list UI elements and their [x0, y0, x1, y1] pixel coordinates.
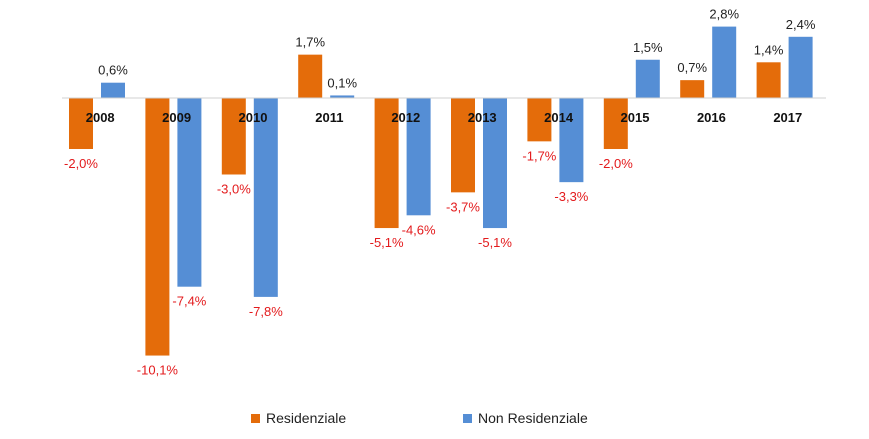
x-tick-label-2010: 2010	[239, 110, 268, 125]
bar-residenziale-2010	[221, 98, 246, 175]
x-tick-label-2016: 2016	[697, 110, 726, 125]
data-label-non-residenziale-2011: 0,1%	[327, 75, 357, 90]
bar-non-residenziale-2015	[635, 59, 660, 98]
legend-item-residenziale: Residenziale	[251, 410, 346, 426]
data-label-residenziale-2011: 1,7%	[295, 35, 325, 50]
data-label-residenziale-2010: -3,0%	[217, 182, 251, 197]
data-label-non-residenziale-2008: 0,6%	[98, 63, 128, 78]
bar-residenziale-2016	[680, 80, 705, 98]
data-label-non-residenziale-2013: -5,1%	[478, 235, 512, 250]
data-label-residenziale-2008: -2,0%	[64, 156, 98, 171]
data-label-residenziale-2009: -10,1%	[137, 363, 179, 378]
legend-swatch-residenziale	[251, 413, 260, 423]
bar-residenziale-2015	[603, 98, 628, 149]
legend-label-non-residenziale: Non Residenziale	[478, 410, 588, 426]
legend-label-residenziale: Residenziale	[266, 410, 347, 426]
x-tick-label-2012: 2012	[391, 110, 420, 125]
bar-non-residenziale-2008	[101, 82, 125, 98]
bar-non-residenziale-2011	[330, 95, 355, 98]
data-label-non-residenziale-2010: -7,8%	[249, 304, 283, 319]
bar-residenziale-2014	[527, 98, 552, 142]
data-label-residenziale-2017: 1,4%	[754, 42, 784, 57]
data-label-residenziale-2013: -3,7%	[446, 199, 480, 214]
chart: -2,0% 0,6% 2008 -10,1% -7,4% 2009 -3,0% -7,8% 20…	[62, 7, 826, 378]
data-label-non-residenziale-2015: 1,5%	[633, 40, 663, 55]
bar-residenziale-2011	[298, 54, 323, 98]
x-tick-label-2014: 2014	[544, 110, 574, 125]
x-tick-label-2013: 2013	[468, 110, 497, 125]
data-label-non-residenziale-2012: -4,6%	[402, 222, 436, 237]
data-label-residenziale-2014: -1,7%	[522, 148, 556, 163]
bar-non-residenziale-2012	[406, 98, 431, 216]
data-label-residenziale-2015: -2,0%	[599, 156, 633, 171]
data-label-non-residenziale-2016: 2,8%	[709, 7, 739, 22]
bar-non-residenziale-2017	[788, 36, 813, 98]
x-tick-label-2017: 2017	[773, 110, 802, 125]
bar-residenziale-2008	[69, 98, 93, 149]
legend: Residenziale Non Residenziale	[0, 410, 869, 430]
x-tick-label-2009: 2009	[162, 110, 191, 125]
x-tick-label-2015: 2015	[621, 110, 650, 125]
bar-non-residenziale-2014	[559, 98, 584, 183]
data-label-non-residenziale-2014: -3,3%	[554, 189, 588, 204]
bar-non-residenziale-2009	[177, 98, 202, 287]
data-label-residenziale-2016: 0,7%	[677, 60, 707, 75]
data-label-residenziale-2012: -5,1%	[370, 235, 404, 250]
bar-residenziale-2009	[145, 98, 170, 356]
data-label-non-residenziale-2009: -7,4%	[172, 294, 206, 309]
bar-residenziale-2012	[374, 98, 399, 229]
bar-non-residenziale-2013	[483, 98, 507, 229]
bar-residenziale-2013	[451, 98, 475, 193]
bar-non-residenziale-2016	[712, 26, 737, 99]
bar-non-residenziale-2010	[253, 98, 278, 297]
x-tick-label-2008: 2008	[86, 110, 115, 125]
legend-swatch-non-residenziale	[463, 413, 472, 423]
data-label-non-residenziale-2017: 2,4%	[786, 17, 816, 32]
legend-item-non-residenziale: Non Residenziale	[463, 410, 588, 426]
x-tick-label-2011: 2011	[315, 110, 343, 125]
bar-residenziale-2017	[756, 62, 781, 98]
